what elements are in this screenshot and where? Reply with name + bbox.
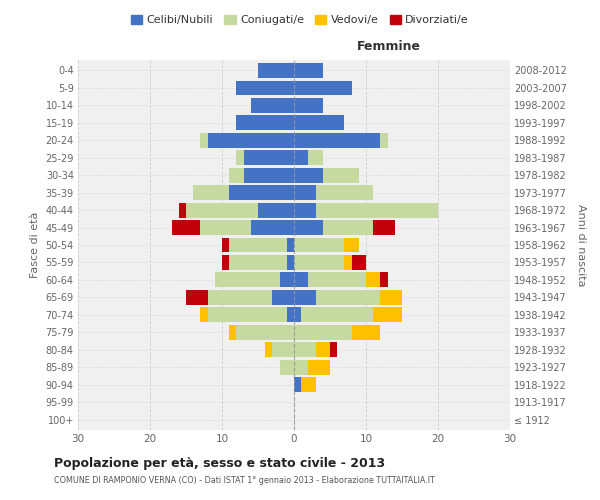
- Bar: [330, 342, 337, 357]
- Bar: [308, 150, 323, 165]
- Bar: [352, 325, 380, 340]
- Bar: [294, 360, 308, 374]
- Bar: [294, 325, 352, 340]
- Bar: [294, 238, 344, 252]
- Legend: Celibi/Nubili, Coniugati/e, Vedovi/e, Divorziati/e: Celibi/Nubili, Coniugati/e, Vedovi/e, Di…: [127, 10, 473, 30]
- Bar: [236, 150, 244, 165]
- Bar: [294, 377, 301, 392]
- Bar: [229, 168, 244, 182]
- Bar: [208, 308, 287, 322]
- Bar: [272, 342, 294, 357]
- Bar: [308, 360, 330, 374]
- Bar: [294, 63, 323, 78]
- Bar: [380, 133, 388, 148]
- Bar: [222, 255, 229, 270]
- Bar: [294, 342, 316, 357]
- Bar: [229, 238, 287, 252]
- Bar: [287, 308, 294, 322]
- Bar: [280, 360, 294, 374]
- Bar: [215, 272, 280, 287]
- Bar: [344, 238, 359, 252]
- Bar: [373, 308, 402, 322]
- Bar: [186, 202, 258, 218]
- Bar: [229, 255, 287, 270]
- Bar: [265, 342, 272, 357]
- Bar: [244, 168, 294, 182]
- Bar: [208, 290, 272, 305]
- Bar: [294, 255, 344, 270]
- Bar: [294, 168, 323, 182]
- Bar: [272, 290, 294, 305]
- Bar: [179, 202, 186, 218]
- Bar: [236, 80, 294, 96]
- Bar: [373, 220, 395, 235]
- Bar: [251, 98, 294, 113]
- Bar: [380, 290, 402, 305]
- Bar: [294, 150, 308, 165]
- Bar: [323, 168, 359, 182]
- Bar: [287, 255, 294, 270]
- Bar: [186, 290, 208, 305]
- Y-axis label: Fasce di età: Fasce di età: [30, 212, 40, 278]
- Bar: [294, 220, 323, 235]
- Bar: [251, 220, 294, 235]
- Bar: [316, 185, 373, 200]
- Bar: [229, 325, 236, 340]
- Bar: [294, 272, 308, 287]
- Bar: [316, 290, 380, 305]
- Bar: [308, 272, 366, 287]
- Bar: [294, 80, 352, 96]
- Bar: [294, 308, 301, 322]
- Bar: [200, 308, 208, 322]
- Bar: [294, 133, 380, 148]
- Bar: [301, 377, 316, 392]
- Bar: [294, 185, 316, 200]
- Bar: [172, 220, 200, 235]
- Bar: [193, 185, 229, 200]
- Bar: [323, 220, 373, 235]
- Bar: [294, 116, 344, 130]
- Bar: [236, 116, 294, 130]
- Bar: [258, 202, 294, 218]
- Bar: [352, 255, 366, 270]
- Bar: [208, 133, 294, 148]
- Bar: [229, 185, 294, 200]
- Bar: [258, 63, 294, 78]
- Bar: [380, 272, 388, 287]
- Bar: [294, 202, 316, 218]
- Bar: [200, 133, 208, 148]
- Text: Femmine: Femmine: [357, 40, 421, 52]
- Bar: [287, 238, 294, 252]
- Bar: [366, 272, 380, 287]
- Text: Popolazione per età, sesso e stato civile - 2013: Popolazione per età, sesso e stato civil…: [54, 458, 385, 470]
- Bar: [294, 290, 316, 305]
- Bar: [236, 325, 294, 340]
- Bar: [301, 308, 373, 322]
- Bar: [222, 238, 229, 252]
- Bar: [200, 220, 251, 235]
- Bar: [316, 202, 438, 218]
- Bar: [244, 150, 294, 165]
- Bar: [316, 342, 330, 357]
- Text: COMUNE DI RAMPONIO VERNA (CO) - Dati ISTAT 1° gennaio 2013 - Elaborazione TUTTAI: COMUNE DI RAMPONIO VERNA (CO) - Dati IST…: [54, 476, 435, 485]
- Bar: [344, 255, 352, 270]
- Bar: [280, 272, 294, 287]
- Y-axis label: Anni di nascita: Anni di nascita: [577, 204, 586, 286]
- Bar: [294, 98, 323, 113]
